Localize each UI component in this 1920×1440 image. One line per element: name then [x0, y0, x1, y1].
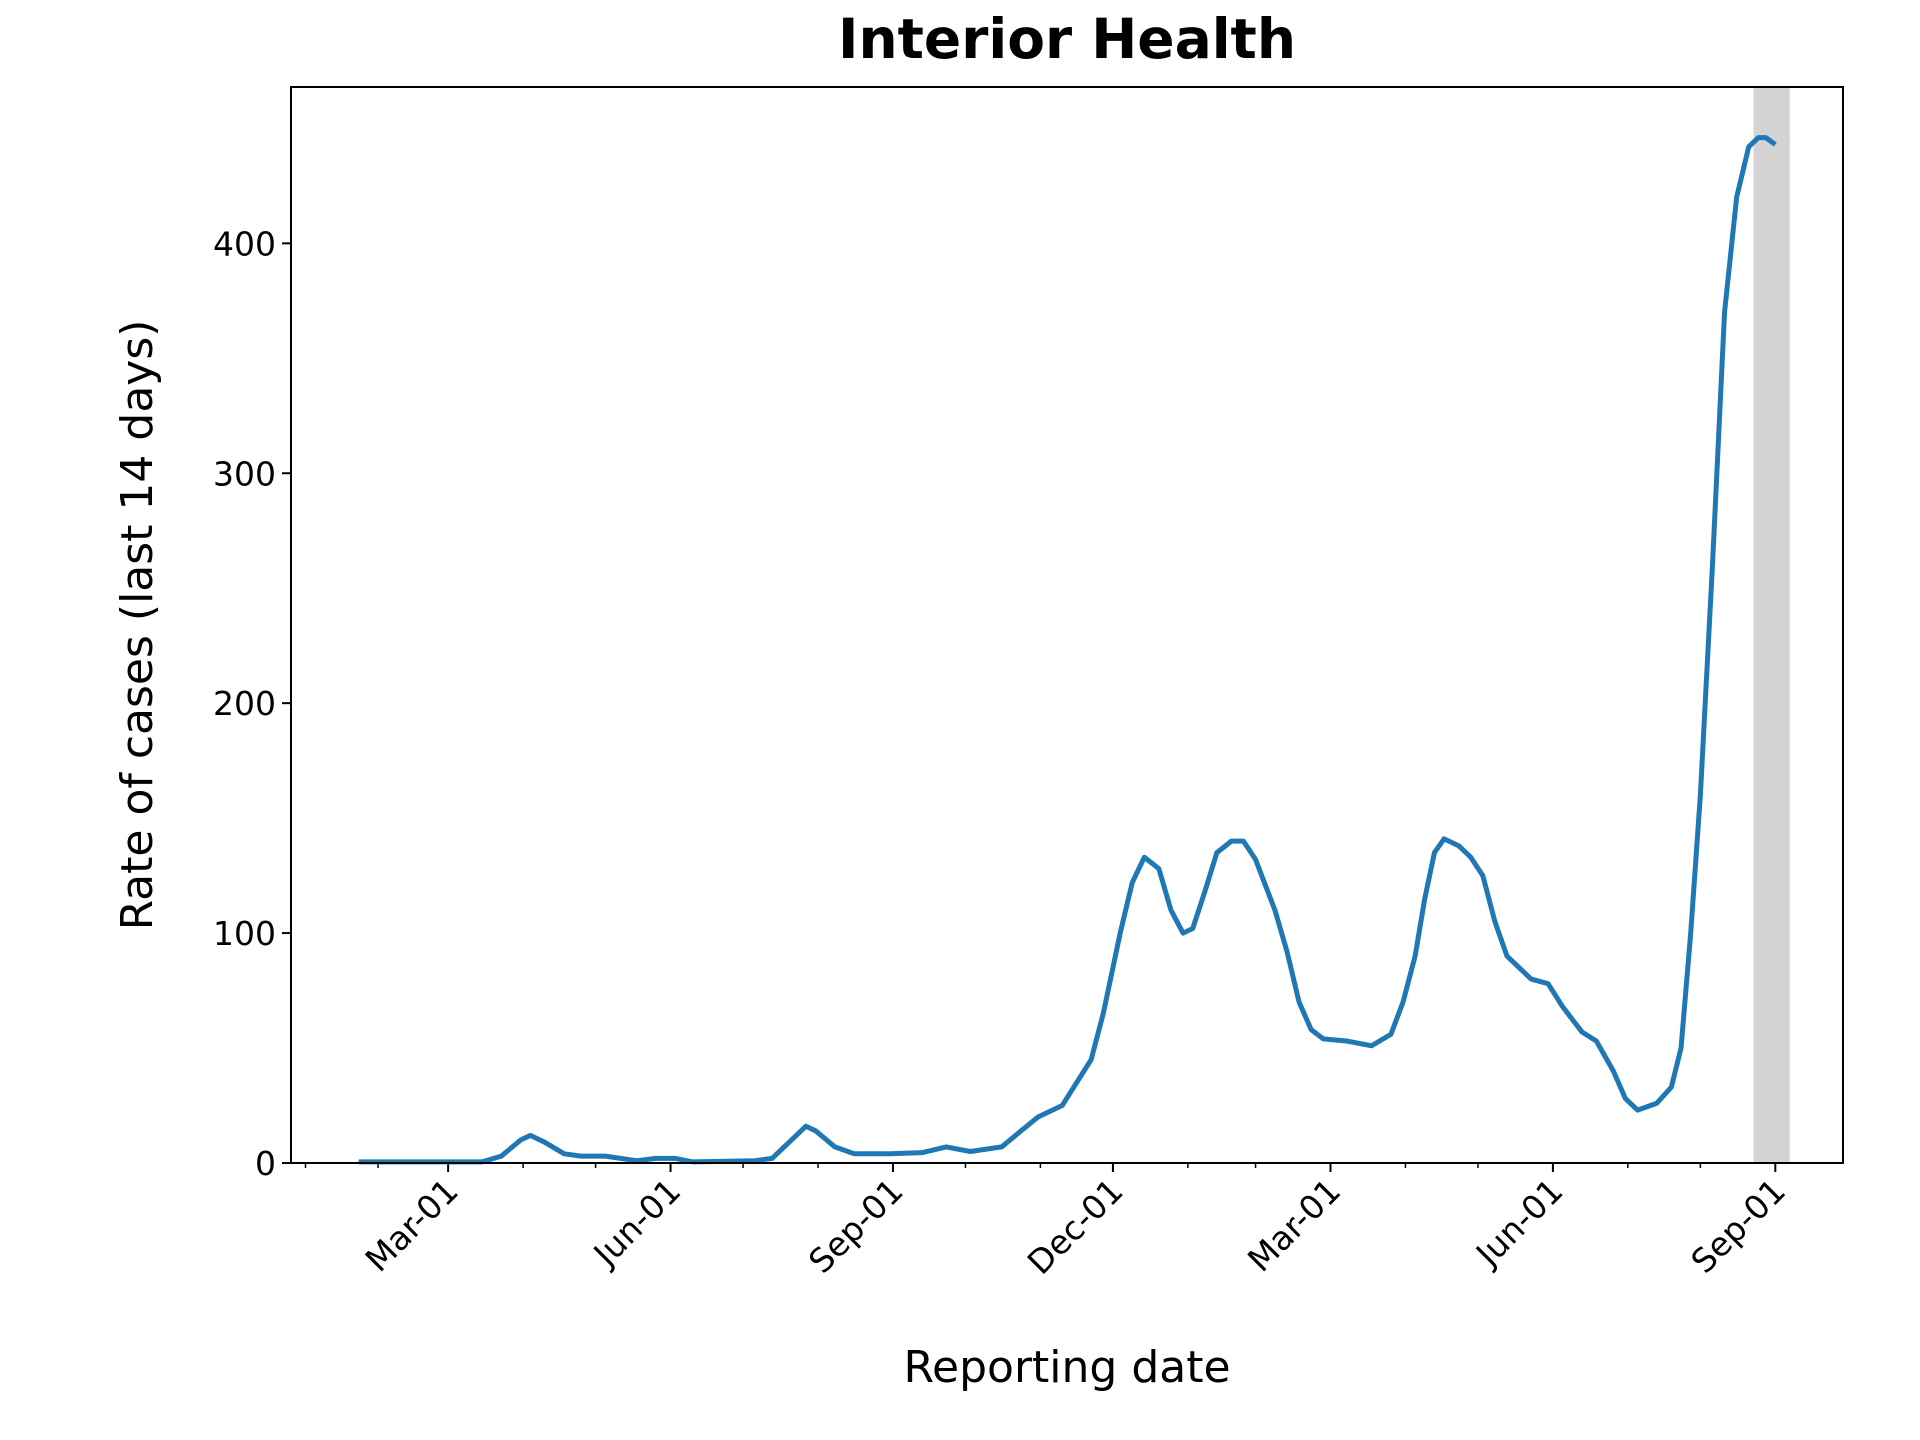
plot-frame	[290, 86, 1844, 1164]
y-tick-label: 100	[213, 914, 276, 953]
line	[358, 135, 1777, 1165]
x-tick-label: Jun-01	[585, 1171, 689, 1275]
x-tick-label: Jun-01	[1467, 1171, 1571, 1275]
y-tick-label: 300	[213, 454, 276, 493]
x-axis-label: Reporting date	[903, 1342, 1230, 1393]
y-tick-label: 0	[255, 1144, 276, 1183]
x-tick-label: Mar-01	[358, 1171, 466, 1279]
x-tick-label: Mar-01	[1240, 1171, 1348, 1279]
y-tick-label: 400	[213, 224, 276, 263]
x-tick-label: Sep-01	[1683, 1171, 1793, 1281]
chart-title: Interior Health	[838, 7, 1296, 71]
y-axis-label: Rate of cases (last 14 days)	[112, 320, 163, 931]
y-tick-label: 200	[213, 684, 276, 723]
highlight-span	[1753, 87, 1790, 1163]
x-tick-label: Sep-01	[801, 1171, 911, 1281]
x-tick-label: Dec-01	[1020, 1171, 1131, 1282]
